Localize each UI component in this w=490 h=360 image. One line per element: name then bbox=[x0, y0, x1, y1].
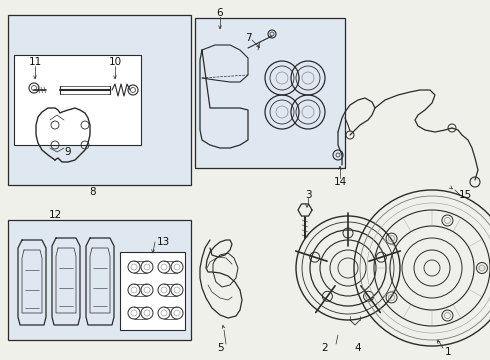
Text: 7: 7 bbox=[245, 33, 251, 43]
Text: 3: 3 bbox=[305, 190, 311, 200]
Text: 4: 4 bbox=[355, 343, 361, 353]
Text: 11: 11 bbox=[28, 57, 42, 67]
Text: 9: 9 bbox=[65, 147, 72, 157]
Text: 8: 8 bbox=[90, 187, 97, 197]
Bar bbox=[14, 55, 141, 145]
Text: 14: 14 bbox=[333, 177, 346, 187]
Text: 5: 5 bbox=[217, 343, 223, 353]
Text: 13: 13 bbox=[156, 237, 170, 247]
Text: 6: 6 bbox=[217, 8, 223, 18]
Bar bbox=[8, 220, 191, 340]
Bar bbox=[120, 252, 185, 330]
Text: 15: 15 bbox=[458, 190, 472, 200]
Text: 12: 12 bbox=[49, 210, 62, 220]
Text: 1: 1 bbox=[445, 347, 451, 357]
Bar bbox=[8, 15, 191, 185]
Bar bbox=[195, 18, 345, 168]
Text: 10: 10 bbox=[108, 57, 122, 67]
Text: 2: 2 bbox=[322, 343, 328, 353]
